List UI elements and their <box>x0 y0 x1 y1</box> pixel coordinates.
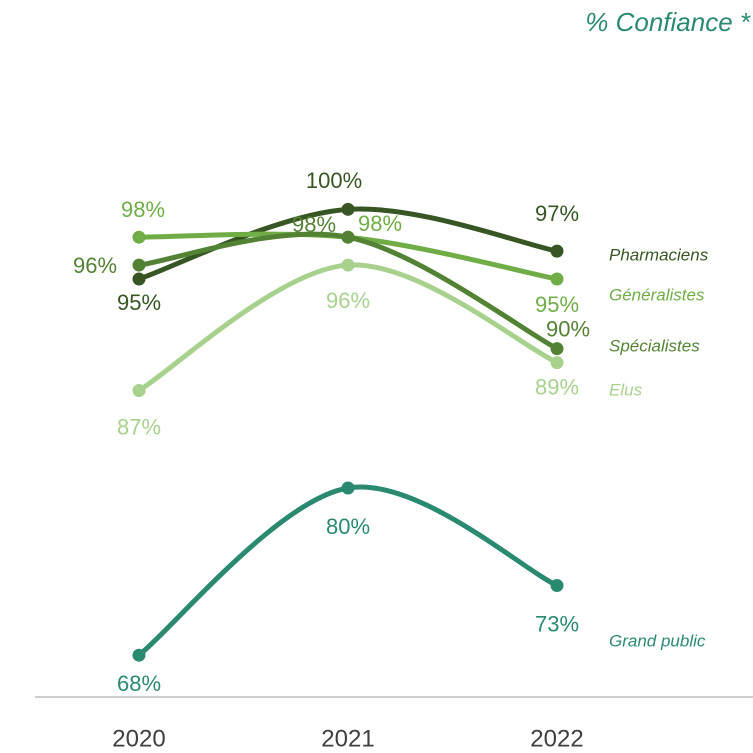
point <box>132 272 146 286</box>
point <box>341 481 355 495</box>
data-label: 80% <box>326 514 370 539</box>
data-label: 98% <box>121 197 165 222</box>
data-label: 95% <box>535 292 579 317</box>
data-label: 89% <box>535 374 579 399</box>
data-label: 87% <box>117 414 161 439</box>
data-label: 98% <box>292 212 336 237</box>
chart-title: % Confiance * <box>585 7 751 37</box>
series-line <box>136 484 560 658</box>
point <box>132 258 146 272</box>
x-tick-label: 2021 <box>321 725 374 752</box>
point <box>341 258 355 272</box>
series-name: Pharmaciens <box>609 245 709 264</box>
point <box>550 272 564 286</box>
series-name: Spécialistes <box>609 336 700 355</box>
point <box>341 230 355 244</box>
data-label: 90% <box>546 316 590 341</box>
point <box>341 202 355 216</box>
series-line <box>136 262 560 393</box>
x-tick-label: 2022 <box>530 725 583 752</box>
point <box>132 648 146 662</box>
data-label: 73% <box>535 611 579 636</box>
point <box>550 356 564 370</box>
point <box>132 383 146 397</box>
data-label: 98% <box>358 211 402 236</box>
series-name: Généralistes <box>609 285 705 304</box>
data-label: 96% <box>326 288 370 313</box>
point <box>550 244 564 258</box>
data-label: 97% <box>535 201 579 226</box>
x-tick-label: 2020 <box>112 725 165 752</box>
series-name: Elus <box>609 380 643 399</box>
point <box>550 579 564 593</box>
data-label: 100% <box>306 168 362 193</box>
point <box>550 342 564 356</box>
data-label: 96% <box>73 253 117 278</box>
series-name: Grand public <box>609 631 706 650</box>
data-label: 95% <box>117 290 161 315</box>
point <box>132 230 146 244</box>
data-label: 68% <box>117 671 161 696</box>
